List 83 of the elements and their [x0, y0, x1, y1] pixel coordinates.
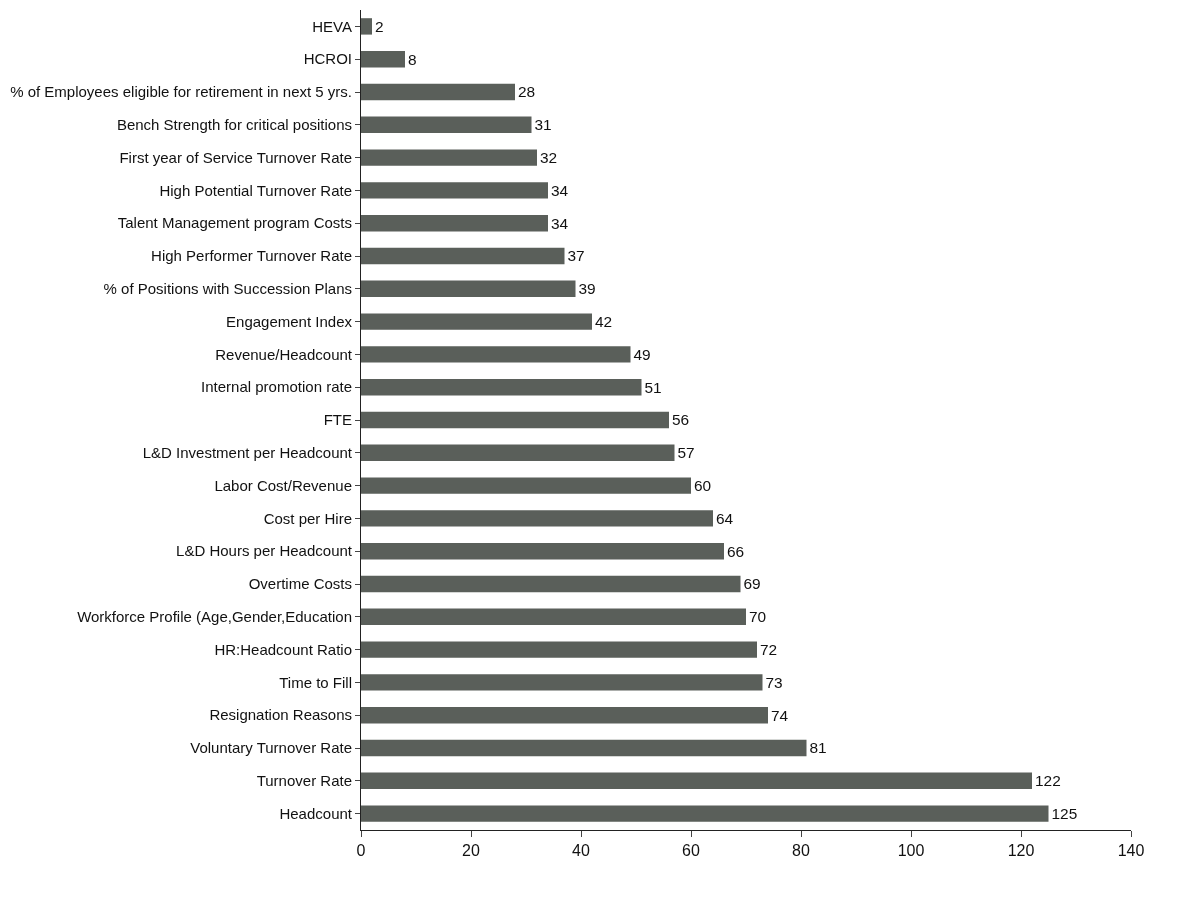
y-tick-label: % of Positions with Succession Plans	[103, 280, 352, 298]
y-tick-label: High Potential Turnover Rate	[159, 181, 352, 199]
data-label: 66	[727, 542, 745, 560]
data-label: 125	[1051, 804, 1078, 822]
data-label: 56	[672, 411, 690, 429]
y-tick-label: First year of Service Turnover Rate	[119, 148, 352, 166]
data-label: 69	[743, 575, 761, 593]
data-label: 37	[567, 247, 585, 265]
bar	[361, 805, 1049, 822]
y-tick-label: Labor Cost/Revenue	[214, 476, 352, 494]
data-label: 60	[694, 476, 712, 494]
y-tick-label: Headcount	[279, 804, 353, 822]
x-tick-label: 0	[356, 842, 366, 860]
x-tick-label: 120	[1007, 842, 1035, 860]
bar	[361, 18, 372, 35]
y-tick-label: Revenue/Headcount	[215, 345, 353, 363]
bar	[361, 149, 537, 166]
data-label: 81	[809, 739, 827, 757]
data-label: 73	[765, 673, 783, 691]
bar	[361, 247, 565, 265]
bar	[361, 772, 1032, 789]
y-tick-label: Turnover Rate	[256, 772, 352, 790]
data-label: 2	[375, 17, 384, 35]
y-tick-label: % of Employees eligible for retirement in next 5 yrs.	[10, 83, 352, 101]
bar	[361, 215, 548, 232]
data-label: 39	[578, 280, 596, 298]
bar	[361, 379, 642, 396]
x-tick-label: 140	[1117, 842, 1145, 860]
y-tick-label: L&D Investment per Headcount	[142, 444, 353, 462]
y-tick-label: Bench Strength for critical positions	[116, 116, 352, 134]
bar	[361, 83, 515, 101]
data-label: 51	[644, 378, 662, 396]
bar	[361, 182, 548, 199]
data-label: 74	[771, 706, 789, 724]
y-tick-label: HR:Headcount Ratio	[214, 640, 352, 658]
bar	[361, 707, 768, 724]
y-tick-label: HCROI	[303, 50, 352, 68]
y-tick-label: Voluntary Turnover Rate	[190, 739, 352, 757]
y-tick-label: Resignation Reasons	[209, 706, 352, 724]
bar	[361, 510, 713, 527]
y-tick-label: High Performer Turnover Rate	[151, 247, 352, 265]
bar	[361, 543, 724, 560]
bar	[361, 477, 691, 494]
bar	[361, 411, 669, 429]
data-label: 57	[677, 444, 695, 462]
x-tick-label: 60	[682, 842, 700, 860]
bar	[361, 280, 576, 297]
y-tick-label: Talent Management program Costs	[117, 214, 352, 232]
bar	[361, 575, 741, 593]
data-label: 32	[540, 148, 558, 166]
x-tick-label: 40	[572, 842, 590, 860]
bar	[361, 444, 675, 461]
data-label: 34	[551, 181, 569, 199]
y-tick-label: Internal promotion rate	[201, 378, 352, 396]
data-label: 122	[1035, 772, 1061, 790]
y-tick-label: Engagement Index	[226, 312, 353, 330]
y-tick-label: Overtime Costs	[248, 575, 352, 593]
bar	[361, 313, 592, 330]
bar	[361, 116, 532, 133]
bar	[361, 674, 763, 691]
y-tick-label: Time to Fill	[279, 673, 352, 691]
y-tick-label: L&D Hours per Headcount	[176, 542, 353, 560]
x-tick-label: 100	[897, 842, 925, 860]
bar	[361, 641, 757, 658]
x-tick-label: 80	[792, 842, 810, 860]
bar	[361, 51, 405, 68]
data-label: 72	[760, 640, 778, 658]
data-label: 8	[408, 50, 417, 68]
y-tick-label: FTE	[323, 411, 352, 429]
data-label: 49	[633, 345, 651, 363]
y-tick-label: HEVA	[312, 17, 352, 35]
data-label: 42	[595, 312, 613, 330]
data-label: 28	[518, 83, 536, 101]
y-tick-label: Cost per Hire	[263, 509, 352, 527]
bar	[361, 346, 631, 363]
y-tick-label: Workforce Profile (Age,Gender,Education	[77, 608, 352, 626]
bar	[361, 739, 807, 757]
bar	[361, 608, 746, 625]
data-label: 64	[716, 509, 734, 527]
data-label: 34	[551, 214, 569, 232]
x-tick-label: 20	[462, 842, 480, 860]
data-label: 31	[534, 116, 552, 134]
data-label: 70	[749, 608, 767, 626]
